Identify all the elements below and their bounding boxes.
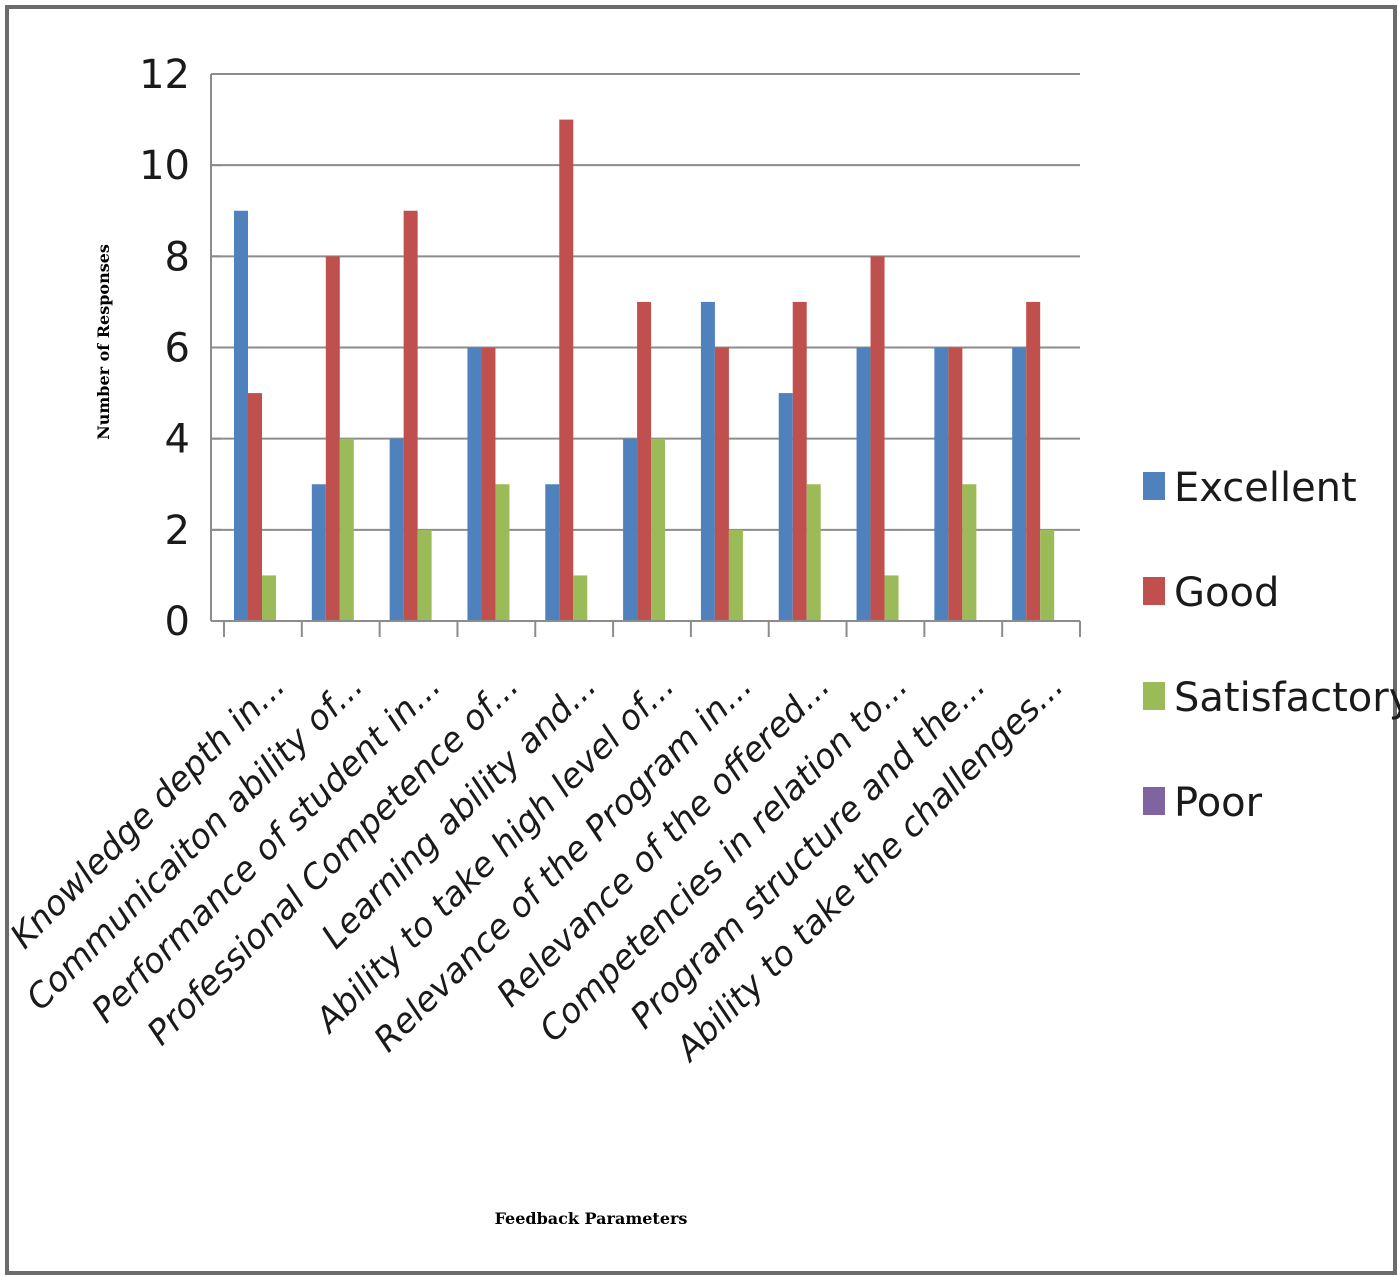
bar-satisfactory: [339, 438, 354, 621]
y-tick-label: 4: [165, 417, 190, 463]
bar-excellent: [623, 438, 638, 621]
axes: [210, 73, 1081, 637]
bar-excellent: [856, 347, 871, 621]
y-tick-labels: 0 2 4 6 8 10 12: [139, 52, 190, 645]
bar-excellent: [234, 210, 248, 621]
y-tick-label: 0: [165, 599, 190, 645]
bar-satisfactory: [262, 575, 276, 621]
y-tick-label: 2: [165, 508, 190, 554]
bar-good: [481, 347, 496, 621]
bar-excellent: [311, 484, 326, 621]
bar-good: [948, 347, 963, 621]
bar-excellent: [545, 484, 560, 621]
x-tick-labels: Knowledge depth in...Communicaiton abili…: [3, 666, 1072, 1070]
bar-satisfactory: [651, 438, 666, 621]
bar-satisfactory: [1040, 529, 1055, 621]
bar-good: [403, 210, 418, 621]
bar-satisfactory: [884, 575, 899, 621]
bar-good: [870, 256, 885, 621]
bar-satisfactory: [495, 484, 510, 621]
bar-good: [248, 393, 262, 621]
legend-label-satisfactory: Satisfactory: [1174, 675, 1400, 721]
y-tick-label: 10: [139, 143, 190, 189]
bar-excellent: [700, 301, 715, 621]
bar-excellent: [467, 347, 482, 621]
legend-label-good: Good: [1174, 570, 1279, 616]
y-tick-label: 8: [165, 234, 190, 280]
legend-swatch-satisfactory: [1143, 682, 1165, 710]
bar-satisfactory: [417, 529, 432, 621]
legend-swatch-excellent: [1143, 472, 1165, 500]
bar-good: [714, 347, 729, 621]
legend-swatch-good: [1143, 577, 1165, 605]
x-axis-title: Feedback Parameters: [495, 1209, 688, 1228]
bar-excellent: [934, 347, 949, 621]
bar-satisfactory: [962, 484, 977, 621]
bar-excellent: [778, 393, 793, 621]
legend-swatch-poor: [1143, 787, 1165, 815]
y-tick-label: 6: [165, 326, 190, 372]
bar-satisfactory: [573, 575, 588, 621]
bar-satisfactory: [806, 484, 821, 621]
bar-good: [792, 301, 807, 621]
y-tick-label: 12: [139, 52, 190, 98]
legend: Excellent Good Satisfactory Poor: [1143, 465, 1400, 826]
y-axis-title: Number of Responses: [94, 244, 113, 440]
bar-good: [637, 301, 652, 621]
legend-label-excellent: Excellent: [1174, 465, 1357, 511]
bar-excellent: [389, 438, 404, 621]
legend-label-poor: Poor: [1174, 780, 1263, 826]
x-tick-label: Communicaiton ability of...: [19, 666, 371, 1018]
bar-satisfactory: [728, 529, 743, 621]
bar-good: [325, 256, 340, 621]
bars: [234, 119, 1055, 621]
bar-good: [559, 119, 574, 621]
bar-good: [1026, 301, 1041, 621]
bar-excellent: [1012, 347, 1027, 621]
